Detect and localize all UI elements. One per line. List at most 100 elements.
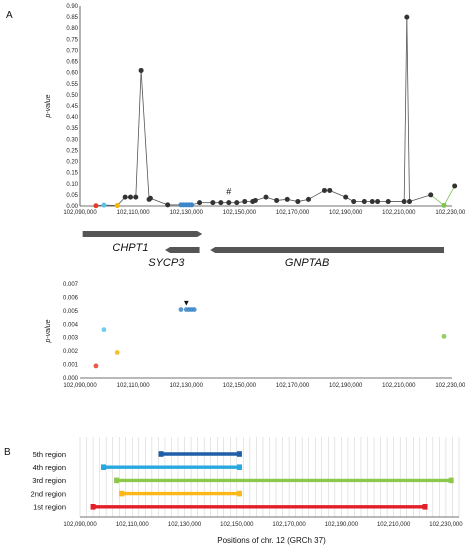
- data-point: [226, 200, 232, 206]
- y-tick-label: 0.10: [66, 182, 78, 188]
- x-tick-label: 102,230,000: [435, 210, 465, 216]
- x-tick-label: 102,190,000: [329, 210, 363, 216]
- series-line-segment: [329, 190, 346, 198]
- y-tick-label: 0.25: [66, 148, 78, 154]
- y-tick-label: 0.45: [66, 104, 78, 110]
- x-tick-label: 102,190,000: [329, 383, 363, 389]
- y-tick-label: 0.85: [66, 15, 78, 21]
- region-start-cap: [119, 490, 125, 497]
- x-tick-label: 102,210,000: [382, 210, 416, 216]
- data-point: [101, 202, 107, 208]
- data-point: [242, 199, 248, 205]
- data-point: [218, 200, 224, 206]
- region-start-cap: [101, 464, 107, 470]
- data-point: [351, 199, 357, 205]
- gene-arrow-sycp3: [165, 247, 200, 253]
- region-end-cap: [236, 464, 242, 470]
- y-tick-label: 0.007: [63, 282, 79, 288]
- data-point: [191, 307, 197, 312]
- region-label: 5th region: [33, 450, 66, 459]
- y-tick-label: 0.002: [63, 349, 79, 355]
- chart-a-pvalue-line: 0.00 0.05 0.10 0.15 0.20 0.25 0.30 0.35 0.40 0.45…: [45, 4, 465, 216]
- series-line-segment: [443, 185, 456, 206]
- data-point: [406, 199, 412, 205]
- region-label: 1st region: [33, 503, 66, 512]
- region-end-cap: [236, 490, 242, 497]
- x-tick-label: 102,090,000: [63, 522, 97, 528]
- data-point: [127, 194, 133, 200]
- y-tick-label: 0.000: [63, 376, 79, 382]
- data-point: [234, 200, 240, 206]
- data-point: [133, 194, 139, 200]
- y-axis-label: p-value: [45, 94, 52, 118]
- y-tick-label: 0.65: [66, 60, 78, 66]
- y-tick-label: 0.60: [66, 71, 78, 77]
- x-tick-label: 102,110,000: [116, 522, 150, 528]
- data-point: [252, 197, 258, 203]
- data-point: [361, 199, 367, 205]
- data-point: [138, 67, 144, 73]
- y-axis-label: p-value: [45, 319, 52, 343]
- region-label: 3rd region: [32, 476, 66, 485]
- x-tick-label: 102,130,000: [170, 210, 204, 216]
- region-end-cap: [236, 451, 242, 457]
- y-tick-label: 0.35: [66, 126, 78, 132]
- data-point: [274, 197, 280, 203]
- y-tick-label: 0.003: [63, 336, 79, 342]
- data-point: [114, 203, 120, 209]
- data-point: [210, 200, 216, 206]
- x-tick-label: 102,170,000: [276, 210, 310, 216]
- region-start-cap: [158, 451, 164, 457]
- series-line-segment: [430, 194, 445, 206]
- data-point: [428, 192, 434, 198]
- data-point: [452, 183, 458, 189]
- gene-label-gnptab: GNPTAB: [285, 257, 329, 269]
- x-tick-label: 102,230,000: [429, 522, 463, 528]
- data-point: [343, 194, 349, 200]
- series-line-segment: [308, 190, 325, 200]
- region-end-cap: [448, 477, 454, 484]
- y-tick-label: 0.20: [66, 160, 78, 166]
- data-point: [93, 203, 99, 209]
- y-tick-label: 0.90: [66, 4, 78, 10]
- y-tick-label: 0.40: [66, 115, 78, 121]
- x-tick-label: 102,210,000: [377, 522, 411, 528]
- series-line-segment: [135, 70, 142, 198]
- data-point: [327, 187, 333, 193]
- gene-label-chpt1: CHPT1: [112, 242, 148, 254]
- data-point: [114, 350, 120, 355]
- series-line-segment: [403, 17, 408, 202]
- gene-arrow-chpt1: [82, 231, 203, 237]
- panel-label-a: A: [6, 10, 13, 21]
- panel-label-b: B: [4, 447, 11, 458]
- data-point: [101, 327, 107, 333]
- x-tick-label: 102,210,000: [382, 383, 416, 389]
- x-tick-label: 102,090,000: [63, 210, 97, 216]
- x-tick-label: 102,130,000: [168, 522, 202, 528]
- y-tick-label: 0.006: [63, 295, 79, 301]
- x-tick-label: 102,110,000: [117, 210, 151, 216]
- x-tick-label: 102,150,000: [223, 210, 257, 216]
- data-point: [385, 199, 391, 205]
- x-tick-label: 102,090,000: [63, 383, 97, 389]
- data-point: [263, 194, 269, 200]
- x-tick-label: 102,190,000: [325, 522, 359, 528]
- region-label: 4th region: [33, 463, 66, 472]
- chart-a-pvalue-scatter: 0.000 0.001 0.002 0.003 0.004 0.005 0.006 0.007…: [45, 282, 465, 389]
- data-point: [375, 199, 381, 205]
- y-tick-label: 0.004: [63, 322, 79, 328]
- data-point: [404, 14, 410, 20]
- y-tick-label: 0.05: [66, 193, 78, 199]
- y-tick-label: 0.15: [66, 171, 78, 177]
- x-axis-label: Positions of chr. 12 (GRCh 37): [217, 536, 326, 545]
- data-point: [321, 187, 327, 193]
- marker-triangle-icon: ▼: [182, 299, 190, 308]
- gene-label-sycp3: SYCP3: [148, 257, 185, 269]
- y-tick-label: 0.70: [66, 48, 78, 54]
- data-point: [441, 202, 447, 208]
- annotation-hash: #: [226, 187, 231, 197]
- x-tick-label: 102,130,000: [170, 383, 204, 389]
- x-tick-label: 102,110,000: [117, 383, 151, 389]
